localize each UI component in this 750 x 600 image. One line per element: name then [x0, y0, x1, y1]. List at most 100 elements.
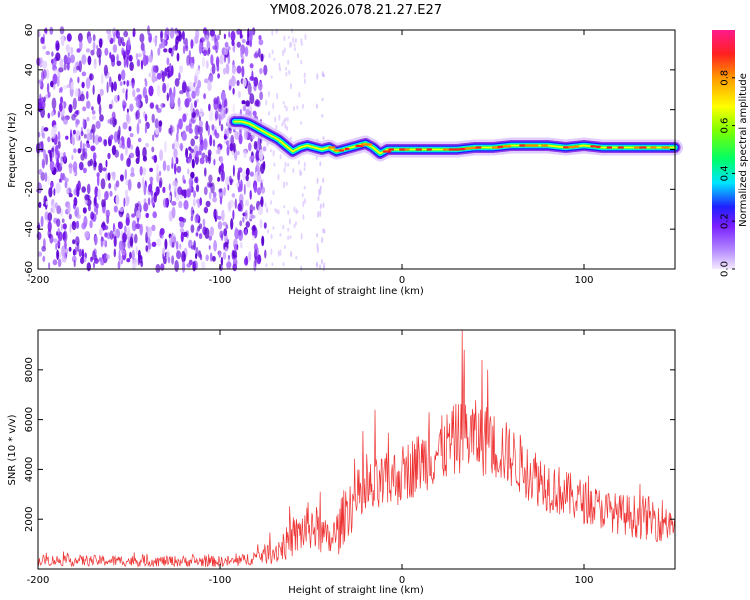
spectrogram-noise-speck [55, 242, 58, 251]
spectrogram-noise-speck [64, 180, 68, 189]
spectrogram-noise-speck [68, 213, 72, 220]
spectrogram-noise-speck [99, 227, 103, 234]
spectrogram-noise-speck [228, 85, 232, 91]
spectrogram-noise-speck [262, 161, 266, 170]
spectrogram-noise-speck [181, 132, 187, 141]
spectrogram-noise-speck [136, 87, 141, 93]
spectrogram-noise-speck [220, 90, 226, 102]
spectrogram-noise-speck [52, 238, 58, 243]
spectrogram-noise-speck [48, 187, 53, 198]
spectrogram-noise-speck [37, 182, 42, 194]
spectrogram-noise-speck [84, 147, 88, 153]
spectrogram-noise-speck [131, 249, 135, 261]
spectrogram-noise-speck [224, 47, 229, 56]
spectrogram-noise-speck [49, 160, 55, 172]
spectrogram-noise-speck [116, 60, 122, 66]
spectrogram-noise-speck [245, 100, 251, 107]
spectrogram-noise-speck [192, 261, 196, 272]
spectrogram-noise-speck [72, 239, 76, 245]
spectrogram-noise-speck [76, 65, 80, 71]
spectrogram-noise-speck [316, 233, 319, 238]
spectrogram-noise-speck [303, 78, 306, 84]
spectrogram-noise-speck [198, 120, 204, 127]
spectrogram-noise-speck [238, 183, 243, 193]
spectrogram-noise-speck [160, 102, 163, 110]
spectrogram-noise-speck [90, 256, 93, 261]
spectrogram-noise-speck [315, 103, 318, 109]
spectrogram-noise-speck [208, 103, 211, 112]
spectrogram-noise-speck [47, 212, 53, 222]
spectrogram-noise-speck [187, 168, 190, 175]
spectrogram-noise-speck [81, 54, 87, 65]
spectrogram-noise-speck [45, 200, 48, 206]
spectrogram-noise-speck [319, 203, 322, 210]
spectrogram-noise-speck [136, 59, 141, 67]
spectrogram-noise-speck [253, 52, 259, 59]
spectrogram-noise-speck [139, 166, 143, 176]
spectrogram-noise-speck [61, 254, 67, 263]
spectrogram-noise-speck [223, 33, 226, 40]
spectrogram-noise-speck [206, 40, 211, 50]
spectrogram-noise-speck [72, 161, 78, 173]
spectrogram-noise-speck [160, 263, 165, 271]
spectrogram-noise-speck [90, 49, 95, 56]
spectrogram-noise-speck [101, 199, 105, 208]
spectrogram-noise-speck [38, 168, 43, 175]
spectrogram-noise-speck [164, 27, 170, 39]
spectrogram-noise-speck [94, 134, 100, 146]
spectrogram-noise-speck [99, 114, 104, 122]
spectrogram-noise-speck [203, 93, 207, 100]
spectrogram-noise-speck [72, 129, 76, 135]
spectrogram-noise-speck [136, 122, 140, 135]
spectrogram-noise-speck [272, 190, 275, 196]
spectrogram-noise-speck [281, 122, 284, 127]
spectrogram-noise-speck [274, 208, 277, 212]
spectrogram-noise-speck [82, 167, 87, 174]
spectrogram-noise-speck [121, 249, 126, 256]
spectrogram-noise-speck [213, 240, 218, 252]
spectrogram-noise-speck [128, 126, 132, 132]
spectrogram-noise-speck [57, 231, 63, 242]
spectrogram-noise-speck [102, 239, 106, 247]
snr-x-tick-label: 0 [399, 575, 405, 586]
spectrogram-noise-speck [73, 260, 76, 268]
spectrogram-noise-speck [80, 130, 84, 137]
spectrogram-noise-speck [257, 254, 261, 263]
spectrogram-noise-speck [290, 42, 293, 48]
spectrogram-noise-speck [56, 205, 62, 215]
spectrogram-noise-speck [106, 254, 110, 260]
spectrogram-noise-speck [282, 224, 285, 230]
spectrogram-noise-speck [82, 207, 87, 214]
spectrogram-noise-speck [209, 134, 213, 147]
spectrogram-noise-speck [316, 242, 319, 249]
spectrogram-noise-speck [76, 48, 81, 53]
spectrogram-noise-speck [162, 160, 167, 172]
spectrogram-noise-speck [236, 80, 240, 86]
spectrogram-noise-speck [322, 177, 325, 184]
spectrogram-noise-speck [122, 99, 126, 106]
spectrogram-noise-speck [96, 47, 102, 59]
spectrogram-noise-speck [288, 218, 291, 225]
spectrogram-noise-speck [283, 181, 285, 185]
spectrogram-noise-speck [117, 36, 122, 47]
spectrogram-noise-speck [175, 240, 179, 250]
spectrogram-noise-speck [39, 93, 42, 101]
spectrogram-noise-speck [194, 75, 198, 85]
spectrogram-noise-speck [66, 33, 72, 42]
spectrogram-noise-speck [284, 245, 286, 249]
spectrogram-noise-speck [216, 34, 220, 41]
spectrogram-noise-speck [53, 68, 58, 74]
spectrogram-noise-speck [94, 186, 99, 198]
spectrogram-noise-speck [129, 133, 134, 138]
spectrogram-noise-speck [278, 114, 281, 121]
spectrogram-noise-speck [59, 96, 64, 104]
spectrogram-y-tick-label: -40 [24, 221, 35, 237]
spectrogram-noise-speck [132, 31, 135, 38]
spectrogram-noise-speck [245, 221, 251, 228]
spectrogram-noise-speck [92, 250, 96, 261]
spectrogram-noise-speck [42, 100, 46, 109]
spectrogram-noise-speck [127, 226, 131, 238]
spectrogram-noise-speck [92, 152, 97, 161]
spectrogram-noise-speck [38, 201, 42, 208]
spectrogram-noise-speck [255, 171, 258, 177]
